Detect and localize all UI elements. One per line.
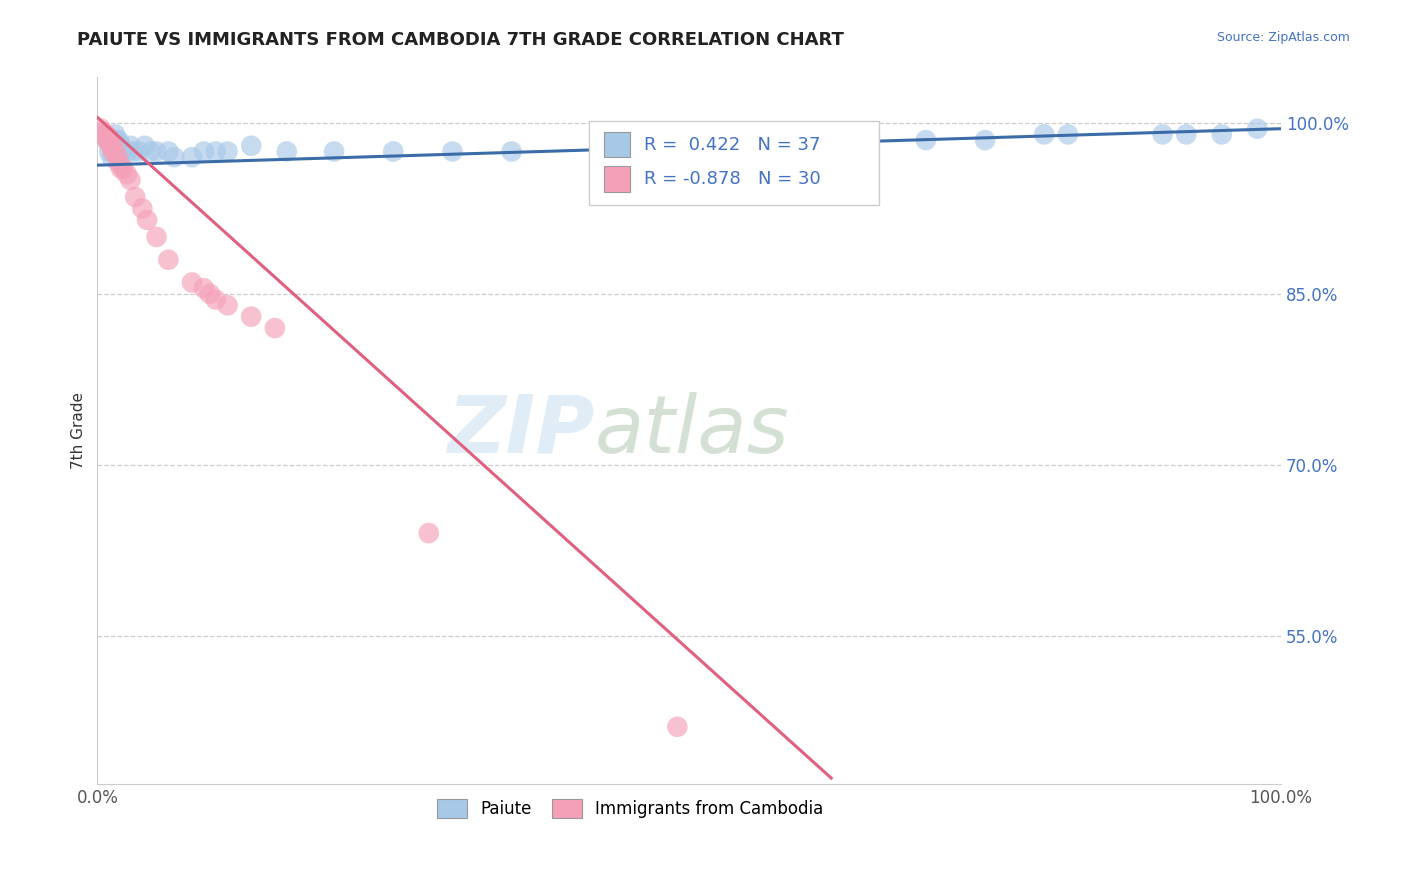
Point	[91, 128, 114, 142]
Point	[193, 145, 215, 159]
Point	[121, 145, 143, 159]
Point	[323, 145, 346, 159]
Point	[100, 150, 122, 164]
Point	[98, 145, 121, 159]
Point	[1152, 128, 1174, 142]
Point	[107, 133, 129, 147]
Y-axis label: 7th Grade: 7th Grade	[72, 392, 86, 469]
Point	[134, 138, 156, 153]
Text: ZIP: ZIP	[447, 392, 595, 469]
Point	[1246, 121, 1268, 136]
Point	[157, 145, 180, 159]
Point	[217, 298, 239, 312]
Point	[1057, 128, 1080, 142]
Point	[124, 190, 146, 204]
Point	[107, 156, 129, 170]
Point	[974, 133, 997, 147]
Point	[105, 133, 128, 147]
Point	[98, 133, 121, 147]
Point	[104, 128, 127, 142]
Point	[139, 145, 162, 159]
Point	[96, 133, 118, 147]
Point	[163, 150, 186, 164]
Point	[418, 526, 440, 541]
Point	[94, 128, 117, 142]
Point	[501, 145, 523, 159]
Point	[120, 138, 142, 153]
FancyBboxPatch shape	[605, 132, 630, 157]
Point	[204, 145, 226, 159]
Point	[276, 145, 298, 159]
FancyBboxPatch shape	[605, 167, 630, 192]
Point	[90, 121, 112, 136]
FancyBboxPatch shape	[589, 121, 879, 204]
Point	[145, 145, 167, 159]
Point	[100, 138, 122, 153]
Point	[110, 161, 132, 176]
Point	[112, 145, 135, 159]
Point	[193, 281, 215, 295]
Text: PAIUTE VS IMMIGRANTS FROM CAMBODIA 7TH GRADE CORRELATION CHART: PAIUTE VS IMMIGRANTS FROM CAMBODIA 7TH G…	[77, 31, 844, 49]
Point	[98, 138, 121, 153]
Point	[181, 276, 204, 290]
Text: R = -0.878   N = 30: R = -0.878 N = 30	[644, 170, 821, 188]
Point	[1211, 128, 1233, 142]
Point	[136, 212, 159, 227]
Point	[666, 720, 689, 734]
Point	[115, 145, 138, 159]
Text: atlas: atlas	[595, 392, 789, 469]
Point	[204, 293, 226, 307]
Point	[131, 202, 153, 216]
Point	[240, 310, 263, 324]
Point	[100, 138, 122, 153]
Point	[91, 125, 114, 139]
Point	[217, 145, 239, 159]
Point	[115, 167, 138, 181]
Point	[181, 150, 204, 164]
Point	[128, 145, 150, 159]
Point	[915, 133, 938, 147]
Text: R =  0.422   N = 37: R = 0.422 N = 37	[644, 136, 821, 153]
Point	[110, 138, 132, 153]
Point	[145, 230, 167, 244]
Point	[240, 138, 263, 153]
Point	[104, 145, 127, 159]
Point	[264, 321, 287, 335]
Point	[112, 161, 135, 176]
Point	[157, 252, 180, 267]
Point	[96, 133, 118, 147]
Point	[107, 150, 129, 164]
Point	[441, 145, 464, 159]
Text: Source: ZipAtlas.com: Source: ZipAtlas.com	[1216, 31, 1350, 45]
Point	[97, 129, 120, 144]
Point	[101, 145, 124, 159]
Point	[1175, 128, 1198, 142]
Point	[1033, 128, 1056, 142]
Point	[198, 286, 221, 301]
Legend: Paiute, Immigrants from Cambodia: Paiute, Immigrants from Cambodia	[430, 792, 830, 825]
Point	[382, 145, 405, 159]
Point	[120, 173, 142, 187]
